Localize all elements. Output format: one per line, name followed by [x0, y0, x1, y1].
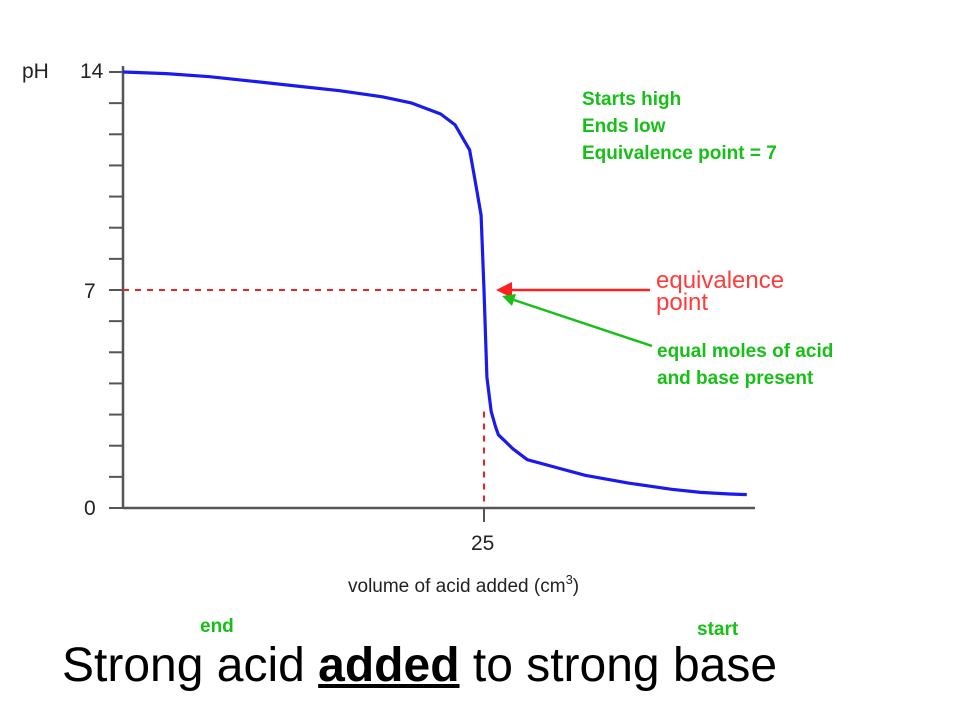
- moles-arrow-shaft: [513, 298, 653, 348]
- x-axis-label: volume of acid added (cm3): [348, 572, 579, 597]
- chart-title-before: Strong acid: [62, 639, 319, 692]
- chart-title-after: to strong base: [459, 639, 778, 692]
- x-tick-label-25: 25: [471, 532, 494, 555]
- moles-arrow-head: [502, 294, 516, 306]
- equal-moles-note: equal moles of acid and base present: [657, 338, 833, 392]
- equivalence-label-line-1: equivalence: [656, 267, 785, 294]
- series-group: [122, 70, 747, 497]
- annotation-arrows: [496, 282, 653, 348]
- titration-curve: [122, 70, 747, 497]
- x-axis-label-close: ): [573, 576, 579, 597]
- x-axis-label-superscript: 3: [566, 572, 573, 587]
- summary-note-line-1: Starts high: [582, 89, 682, 110]
- start-label: start: [697, 619, 739, 640]
- chart-title-emphasis: added: [318, 639, 460, 692]
- equal-moles-line-1: equal moles of acid: [657, 341, 834, 362]
- chart-title: Strong acid added to strong base: [62, 638, 777, 693]
- axes: [121, 66, 755, 510]
- summary-note-line-3: Equivalence point = 7: [582, 143, 777, 164]
- summary-note: Starts high Ends low Equivalence point =…: [582, 86, 777, 167]
- reference-lines: [123, 289, 485, 508]
- y-axis-label: pH: [22, 60, 49, 83]
- y-tick-label-7: 7: [84, 280, 96, 303]
- end-label: end: [200, 616, 234, 637]
- y-tick-label-14: 14: [80, 60, 104, 83]
- equal-moles-line-2: and base present: [657, 368, 814, 389]
- tick-marks: [109, 71, 485, 522]
- equivalence-arrow-head: [496, 282, 512, 298]
- equivalence-label-line-2: point: [656, 289, 709, 316]
- equivalence-point-label: equivalence point: [656, 267, 785, 316]
- y-tick-label-0: 0: [84, 497, 96, 520]
- summary-note-line-2: Ends low: [582, 116, 666, 137]
- x-axis-label-text: volume of acid added (cm: [348, 576, 566, 597]
